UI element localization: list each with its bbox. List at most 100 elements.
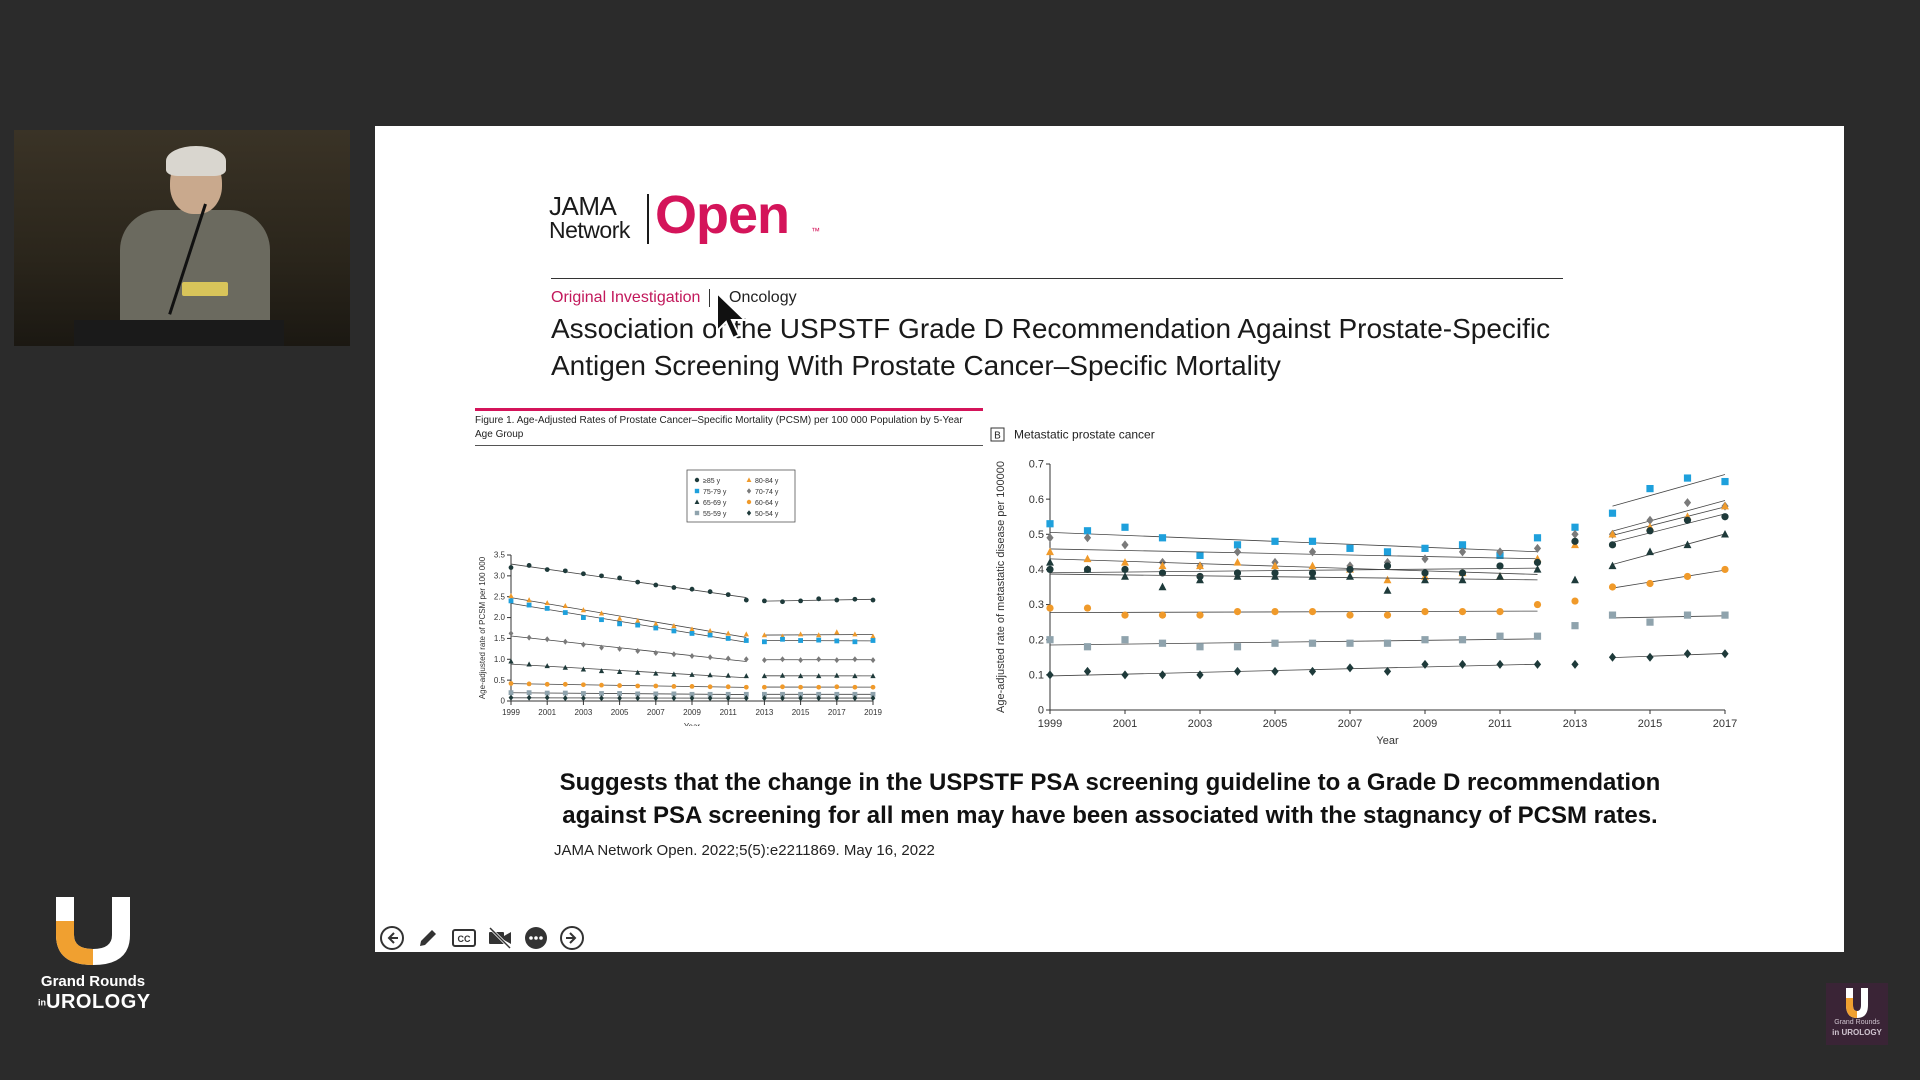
previous-slide-button[interactable] [379, 925, 405, 951]
y-tick-label: 3.0 [494, 572, 506, 581]
data-point [562, 681, 568, 687]
data-point [725, 636, 731, 641]
legend-label: 55-59 y [703, 511, 727, 518]
x-tick-label: 1999 [1038, 718, 1062, 730]
data-point [707, 691, 713, 697]
data-point [1496, 572, 1504, 580]
trend-line [1049, 663, 1538, 677]
data-point [834, 672, 840, 678]
x-tick-label: 2011 [1488, 718, 1512, 730]
data-point [780, 691, 785, 697]
data-point [689, 684, 695, 689]
y-tick-label: 1.0 [494, 655, 506, 664]
data-point [1683, 516, 1692, 524]
data-point [581, 691, 586, 696]
citation: JAMA Network Open. 2022;5(5):e2211869. M… [554, 842, 935, 859]
panel-b-label: B [994, 431, 1001, 442]
data-point [562, 638, 568, 645]
grand-rounds-logo: Grand Rounds inUROLOGY [38, 895, 151, 1015]
x-tick-label: 2007 [647, 708, 665, 717]
data-point [1646, 579, 1654, 588]
next-slide-button[interactable] [559, 925, 585, 951]
data-point [725, 672, 731, 678]
chart-b-title: Metastatic prostate cancer [1014, 428, 1155, 442]
data-point [1646, 652, 1654, 662]
data-point [1496, 659, 1504, 669]
watermark-u-icon [1846, 988, 1868, 1018]
y-tick-label: 0.3 [1029, 599, 1044, 611]
data-point [1158, 534, 1167, 542]
data-point [852, 596, 858, 602]
data-point [1233, 608, 1242, 616]
y-tick-label: 0.7 [1029, 459, 1044, 471]
data-point [508, 681, 514, 686]
data-point [1121, 670, 1129, 680]
data-point [1646, 547, 1654, 556]
data-point [544, 663, 550, 669]
data-point [1083, 533, 1092, 543]
data-point [1083, 666, 1092, 676]
data-point [580, 607, 587, 613]
data-point [653, 650, 659, 657]
data-point [562, 695, 568, 702]
y-tick-label: 1.5 [494, 634, 506, 643]
data-point [616, 668, 623, 674]
data-point [1083, 643, 1092, 651]
x-tick-label: 2017 [1713, 718, 1737, 730]
camera-toggle-button[interactable] [487, 925, 513, 951]
data-point [1121, 558, 1129, 566]
x-tick-label: 2005 [1263, 718, 1287, 730]
pen-tool-button[interactable] [415, 925, 441, 951]
data-point [816, 656, 822, 663]
trend-line [510, 563, 747, 598]
data-point [1458, 636, 1467, 644]
data-point [1571, 523, 1579, 531]
data-point [1721, 529, 1729, 538]
data-point [562, 690, 568, 696]
brand-line-2: inUROLOGY [38, 991, 151, 1014]
legend-marker [746, 499, 752, 505]
data-point [689, 671, 695, 677]
trend-line [1612, 533, 1726, 565]
brand-line-2-text: UROLOGY [46, 991, 151, 1013]
data-point [1346, 572, 1354, 580]
data-point [1683, 572, 1692, 581]
data-point [1383, 639, 1392, 647]
data-point [1271, 561, 1279, 570]
data-point [1608, 509, 1617, 517]
data-point [780, 636, 785, 642]
data-point [1046, 520, 1054, 528]
data-point [852, 691, 858, 697]
data-point [1083, 604, 1092, 612]
more-options-button[interactable] [523, 925, 549, 951]
data-point [544, 567, 550, 572]
captions-button[interactable]: CC [451, 925, 477, 951]
x-axis-label: Year [684, 722, 701, 726]
data-point [1533, 659, 1542, 669]
data-point [1533, 600, 1542, 609]
brand-line-1: Grand Rounds [40, 973, 146, 990]
speaker-badge [182, 282, 228, 296]
data-point [1308, 572, 1317, 580]
data-point [1308, 537, 1317, 545]
data-point [1158, 582, 1167, 591]
data-point [599, 617, 604, 623]
data-point [725, 691, 731, 697]
data-point [1421, 636, 1429, 644]
trend-line [1612, 653, 1726, 659]
trend-line [510, 602, 747, 643]
x-tick-label: 2005 [611, 708, 629, 717]
trend-line [1049, 573, 1538, 581]
trend-line [510, 597, 747, 638]
data-point [1271, 639, 1279, 647]
y-tick-label: 0.5 [494, 676, 506, 685]
data-point [834, 657, 840, 664]
data-point [1046, 670, 1054, 680]
data-point [743, 684, 749, 690]
data-point [1196, 551, 1204, 559]
data-point [1421, 569, 1429, 577]
trend-line [1049, 548, 1538, 560]
data-point [526, 681, 532, 687]
data-point [1346, 639, 1354, 647]
data-point [707, 589, 713, 595]
